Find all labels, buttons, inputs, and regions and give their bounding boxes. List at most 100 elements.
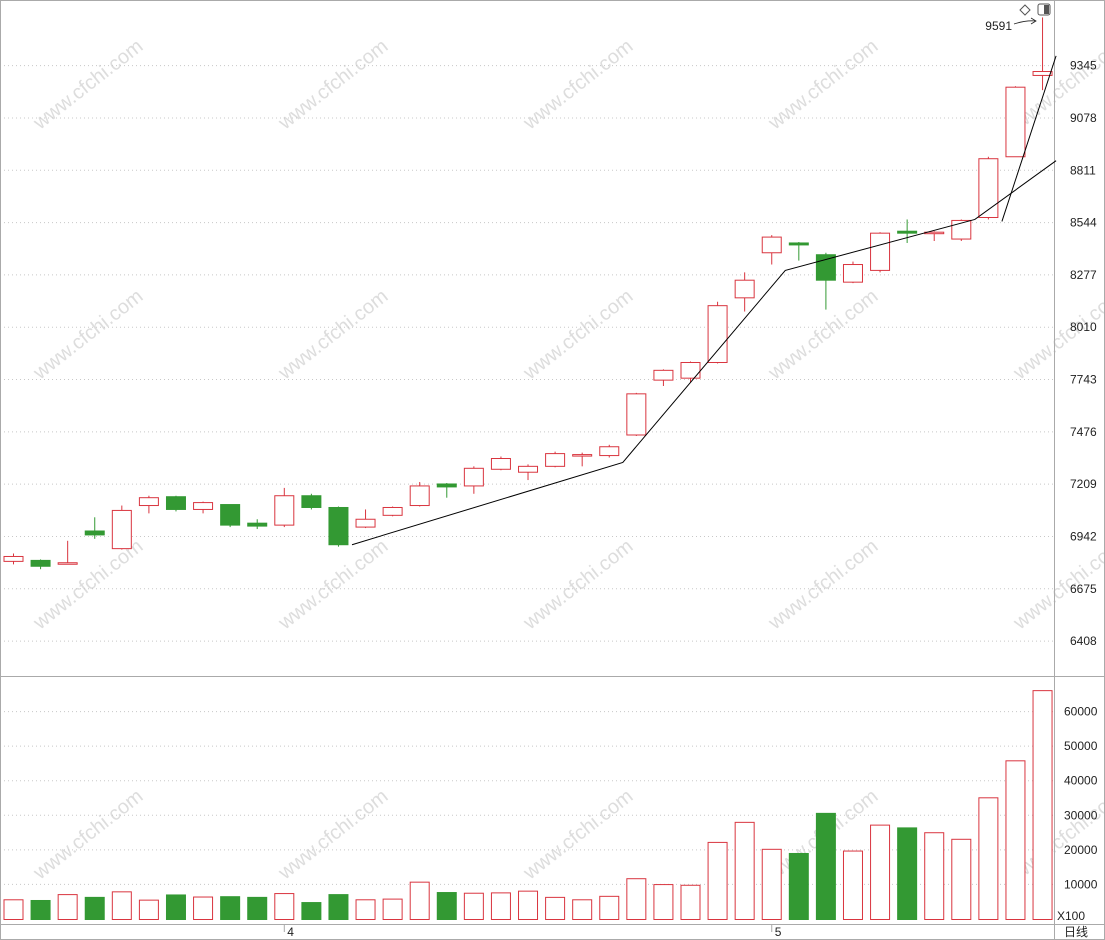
candlestick: [842, 261, 863, 284]
watermark-text: www.cfchi.com: [764, 535, 883, 634]
volume-bar: [734, 821, 755, 921]
candlestick: [1005, 86, 1026, 158]
volume-tick-label: 40000: [1064, 774, 1098, 788]
candlestick: [463, 466, 484, 494]
volume-unit-label: X100: [1057, 909, 1085, 923]
candle-body: [599, 446, 620, 457]
volume-bar: [490, 892, 511, 921]
candle-body: [707, 305, 728, 363]
volume-bar: [1032, 690, 1053, 920]
volume-bar: [328, 894, 349, 921]
volume-bar: [165, 894, 186, 920]
candle-body: [490, 458, 511, 470]
volume-bar: [436, 892, 457, 921]
candle-body: [301, 495, 322, 508]
candlestick: [924, 231, 945, 242]
watermark-text: www.cfchi.com: [274, 35, 393, 134]
candlesticks: [3, 17, 1053, 570]
watermark-text: www.cfchi.com: [29, 535, 148, 634]
candle-body: [788, 242, 809, 246]
candlestick: [951, 219, 972, 242]
time-tick-label: 5: [775, 925, 782, 939]
trendline: [351, 160, 1057, 546]
volume-bar: [355, 899, 376, 921]
candle-body: [978, 158, 999, 218]
candle-body: [30, 559, 51, 567]
period-label[interactable]: 日线: [1064, 925, 1088, 939]
watermark-text: www.cfchi.com: [764, 285, 883, 384]
volume-bar: [1005, 760, 1026, 920]
candle-body: [572, 454, 593, 457]
candlestick: [355, 509, 376, 529]
candle-body: [220, 504, 241, 526]
candle-body: [165, 496, 186, 510]
candlestick: [165, 495, 186, 512]
watermark-text: www.cfchi.com: [519, 785, 638, 884]
price-tick-label: 8010: [1070, 320, 1097, 334]
volume-bar: [193, 896, 214, 920]
watermark-text: www.cfchi.com: [274, 785, 393, 884]
candlestick: [897, 219, 918, 243]
watermark-text: www.cfchi.com: [29, 35, 148, 134]
volume-bar: [815, 812, 836, 921]
volume-bar: [301, 902, 322, 920]
volume-bar: [247, 896, 268, 920]
volume-bar: [84, 896, 105, 920]
volume-bar: [545, 896, 566, 920]
panel-toggle-icon[interactable]: [1037, 3, 1051, 16]
volume-bar: [111, 891, 132, 920]
candlestick: [572, 452, 593, 467]
candle-body: [842, 264, 863, 283]
volume-bar: [30, 899, 51, 921]
candlestick: [274, 487, 295, 528]
candle-body: [734, 279, 755, 299]
candlestick: [3, 553, 24, 565]
volume-bar: [626, 878, 647, 920]
price-tick-label: 9078: [1070, 111, 1097, 125]
candlestick: [978, 156, 999, 220]
watermark-text: www.cfchi.com: [29, 785, 148, 884]
candlestick: [30, 559, 51, 570]
candle-body: [84, 530, 105, 536]
candle-body: [355, 518, 376, 528]
candle-body: [626, 393, 647, 436]
price-tick-label: 6408: [1070, 634, 1097, 648]
candle-body: [274, 495, 295, 526]
price-tick-label: 7743: [1070, 373, 1097, 387]
price-tick-label: 9345: [1070, 59, 1097, 73]
price-tick-label: 6942: [1070, 529, 1097, 543]
candlestick: [490, 456, 511, 471]
candle-body: [247, 522, 268, 527]
candlestick: [193, 501, 214, 514]
candle-body: [653, 369, 674, 381]
price-tick-label: 6675: [1070, 582, 1097, 596]
candlestick: [626, 392, 647, 436]
volume-bar: [274, 893, 295, 920]
watermark-text: www.cfchi.com: [274, 535, 393, 634]
candle-body: [463, 467, 484, 487]
candle-body: [951, 219, 972, 240]
volume-tick-label: 20000: [1064, 843, 1098, 857]
candle-body: [328, 506, 349, 546]
candle-body: [870, 232, 891, 271]
volume-tick-label: 50000: [1064, 739, 1098, 753]
candlestick: [518, 464, 539, 481]
candlestick: [138, 495, 159, 514]
volume-bar: [707, 841, 728, 920]
time-tick-label: 4: [287, 925, 294, 939]
volume-bar: [382, 898, 403, 920]
volume-bar: [3, 899, 24, 921]
candle-body: [409, 485, 430, 507]
candlestick: [545, 451, 566, 468]
volume-bar: [138, 899, 159, 921]
diamond-icon[interactable]: [1019, 4, 1031, 16]
watermark-text: www.cfchi.com: [519, 535, 638, 634]
volume-bar: [463, 892, 484, 920]
high-price-label: 9591: [985, 19, 1012, 33]
trendline: [1001, 55, 1057, 222]
candlestick: [409, 482, 430, 507]
candle-body: [518, 465, 539, 473]
candlestick: [761, 235, 782, 265]
